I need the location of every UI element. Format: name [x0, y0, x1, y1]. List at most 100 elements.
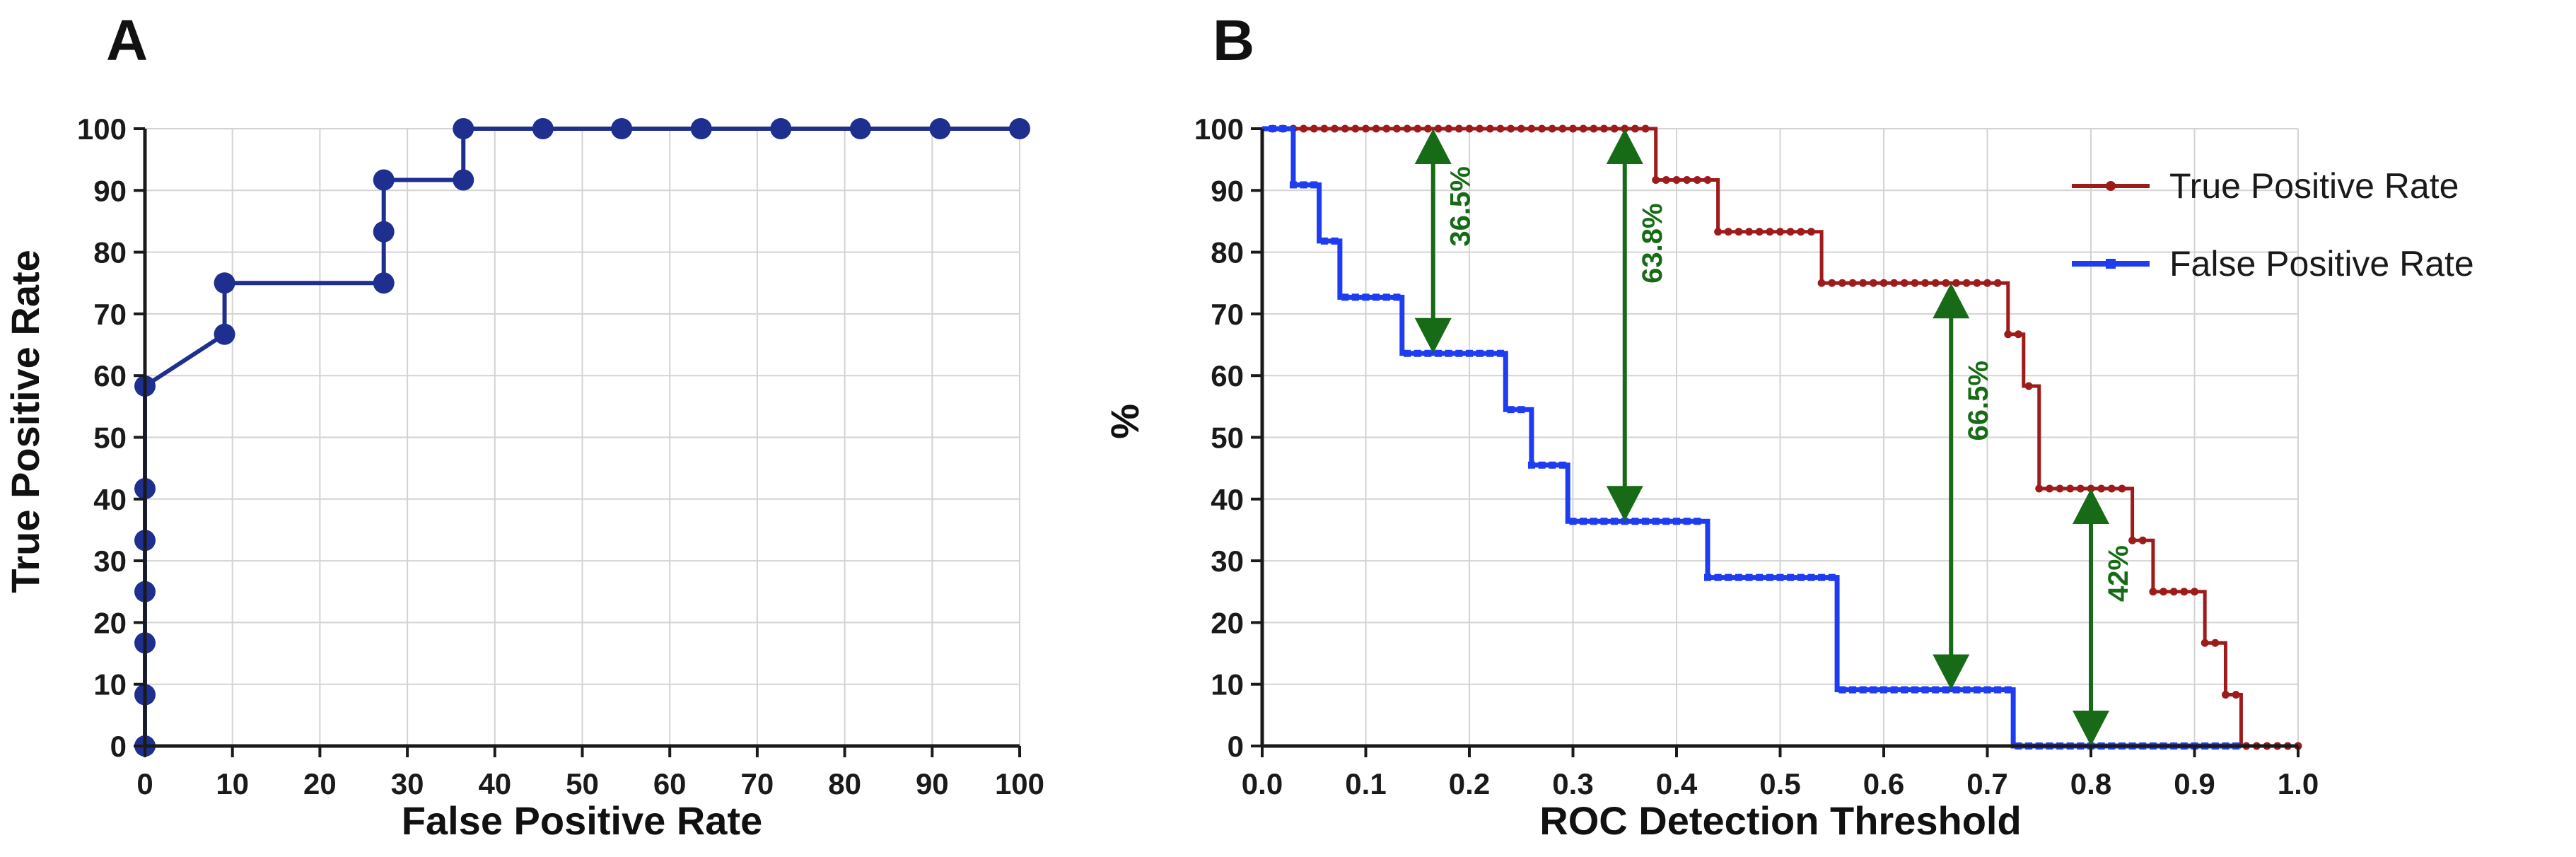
- true-positive-rate-marker: [2169, 588, 2178, 596]
- panel-b-chart: B 36.5% 63.8%66.5%42% 0.0 0.1 0.2 0.3 0.4 0.5 0…: [1102, 8, 2474, 843]
- true-positive-rate-marker: [1807, 228, 1815, 236]
- panel-a-x-tick-label: 0: [136, 767, 153, 800]
- false-positive-rate-marker: [1703, 573, 1711, 581]
- true-positive-rate-marker: [1517, 124, 1525, 133]
- false-positive-rate-marker: [1558, 461, 1566, 469]
- difference-arrow-head-up: [1606, 129, 1643, 164]
- false-positive-rate-marker: [1600, 518, 1608, 525]
- false-positive-rate-marker: [1476, 349, 1484, 357]
- false-positive-rate-marker: [1507, 406, 1515, 414]
- true-positive-rate-marker: [2118, 484, 2126, 493]
- true-positive-rate-marker: [1693, 175, 1701, 184]
- panel-b-x-tick-label: 0.7: [1966, 767, 2007, 800]
- true-positive-rate-marker: [1848, 279, 1857, 287]
- panel-b-x-tick-label: 0.2: [1449, 767, 1490, 800]
- panel-a-ticks: 0 10 20 30 40 50 60 70 80 90 100 0 10 20 30 40 50 60 70 80 9…: [77, 112, 1044, 800]
- true-positive-rate-marker: [1465, 124, 1474, 133]
- true-positive-rate-marker: [2160, 588, 2168, 596]
- difference-arrow-head-down: [2073, 711, 2109, 746]
- false-positive-rate-marker: [1870, 686, 1877, 694]
- false-positive-rate-marker: [1838, 686, 1846, 694]
- false-positive-rate-marker: [1890, 686, 1898, 694]
- false-positive-rate-marker: [1963, 686, 1971, 694]
- true-positive-rate-marker: [2107, 484, 2116, 493]
- roc-data-point: [214, 323, 235, 345]
- false-positive-rate-marker: [1466, 349, 1473, 357]
- panel-a-y-tick-label: 30: [93, 544, 127, 578]
- true-positive-rate-marker: [1351, 124, 1360, 133]
- true-positive-rate-marker: [2138, 536, 2147, 544]
- panel-a-x-tick-label: 50: [566, 767, 599, 800]
- true-positive-rate-marker: [1434, 124, 1443, 133]
- false-positive-rate-marker: [1756, 573, 1764, 581]
- false-positive-rate-marker: [1549, 461, 1556, 469]
- roc-data-point: [373, 221, 395, 243]
- panel-a-label: A: [106, 8, 148, 73]
- true-positive-rate-marker: [1859, 279, 1867, 287]
- true-positive-rate-marker: [1300, 124, 1308, 133]
- panel-b-grid: [1262, 128, 2299, 746]
- panel-b-x-tick-label: 0.3: [1552, 767, 1593, 800]
- true-positive-rate-marker: [1599, 124, 1608, 133]
- false-positive-rate-marker: [1341, 293, 1349, 301]
- roc-data-point: [929, 118, 951, 139]
- true-positive-rate-marker: [1507, 124, 1515, 133]
- true-positive-rate-marker: [1558, 124, 1567, 133]
- true-positive-rate-marker: [1755, 228, 1764, 236]
- panel-a-x-tick-label: 60: [653, 767, 687, 800]
- legend-item-false-positive-rate: False Positive Rate: [2072, 244, 2474, 284]
- difference-arrow-head-down: [1606, 486, 1643, 522]
- true-positive-rate-marker: [1320, 124, 1329, 133]
- true-positive-rate-marker: [1776, 228, 1784, 236]
- true-positive-rate-marker: [1714, 228, 1723, 236]
- difference-arrow-head-down: [1933, 654, 1970, 690]
- true-positive-rate-marker: [1538, 124, 1546, 133]
- true-positive-rate-marker: [1331, 124, 1339, 133]
- difference-label: 36.5%: [1445, 166, 1476, 246]
- false-positive-rate-marker: [1828, 573, 1836, 581]
- false-positive-rate-marker: [1486, 349, 1494, 357]
- true-positive-rate-marker: [1724, 228, 1732, 236]
- true-positive-rate-marker: [1414, 124, 1422, 133]
- panel-a-y-tick-label: 70: [93, 298, 127, 331]
- panel-b-x-tick-label: 0.9: [2174, 767, 2215, 800]
- difference-label: 42%: [2103, 545, 2134, 602]
- false-positive-rate-marker: [1673, 518, 1680, 525]
- true-positive-rate-marker: [1797, 228, 1805, 236]
- roc-data-point: [453, 118, 474, 139]
- false-positive-rate-marker: [1683, 518, 1691, 525]
- panel-a-x-tick-label: 40: [478, 767, 511, 800]
- panel-b-series: [1262, 124, 2302, 750]
- false-positive-rate-marker: [1911, 686, 1918, 694]
- panel-a-x-tick-label: 30: [391, 767, 424, 800]
- false-positive-rate-marker: [1973, 686, 1981, 694]
- true-positive-rate-marker: [1382, 124, 1391, 133]
- true-positive-rate-marker: [1735, 228, 1743, 236]
- difference-arrow-head-down: [1414, 317, 1452, 354]
- false-positive-rate-marker: [1901, 686, 1908, 694]
- true-positive-rate-marker: [1703, 175, 1712, 184]
- true-positive-rate-line: [1262, 127, 2298, 748]
- false-positive-rate-marker: [1569, 518, 1577, 525]
- true-positive-rate-marker: [2149, 588, 2157, 596]
- panel-a-x-tick-label: 70: [741, 767, 774, 800]
- true-positive-rate-marker: [1403, 124, 1411, 133]
- panel-a-x-tick-label: 80: [828, 767, 861, 800]
- legend-tpr-marker: [2106, 181, 2116, 191]
- panel-b-x-tick-label: 0.6: [1863, 767, 1904, 800]
- true-positive-rate-marker: [1879, 279, 1888, 287]
- true-positive-rate-marker: [1745, 228, 1754, 236]
- panel-b-x-tick-label: 0.4: [1656, 767, 1698, 800]
- panel-a-y-tick-label: 10: [93, 668, 127, 701]
- roc-data-point: [611, 118, 633, 139]
- difference-arrow-head-up: [2073, 488, 2109, 524]
- true-positive-rate-marker: [1372, 124, 1380, 133]
- difference-arrow-4: 42%: [2073, 488, 2134, 746]
- true-positive-rate-marker: [1869, 279, 1877, 287]
- true-positive-rate-marker: [1486, 124, 1494, 133]
- true-positive-rate-marker: [1610, 124, 1619, 133]
- true-positive-rate-marker: [1786, 228, 1795, 236]
- false-positive-rate-marker: [1331, 237, 1339, 245]
- false-positive-rate-marker: [1372, 293, 1380, 301]
